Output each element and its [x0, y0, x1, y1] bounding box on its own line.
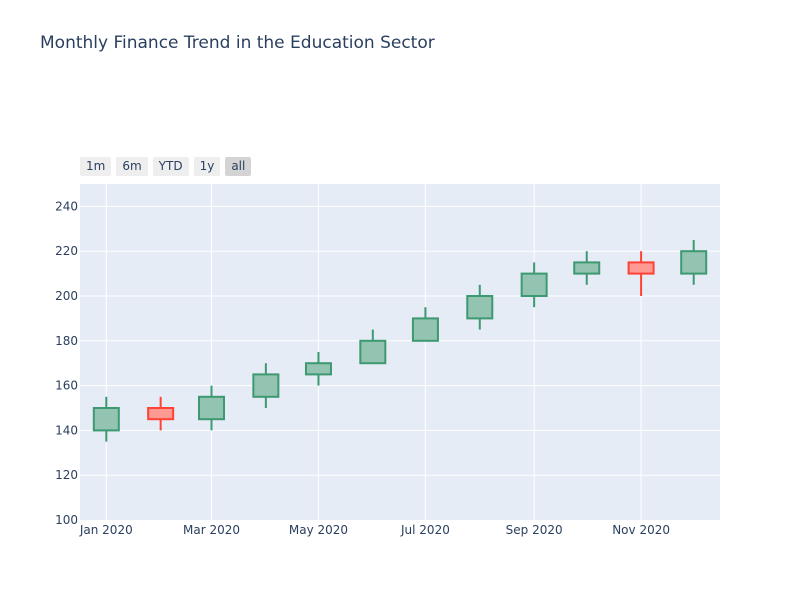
x-tick-label: Jan 2020: [79, 523, 133, 537]
candle: [92, 396, 120, 442]
candle-body: [198, 395, 226, 421]
y-tick-label: 140: [55, 423, 78, 437]
candle: [520, 262, 548, 308]
candle: [411, 307, 439, 342]
y-tick-label: 160: [55, 379, 78, 393]
x-axis-ticks: Jan 2020 Mar 2020 May 2020 Jul 2020 Sep 2020…: [79, 523, 670, 537]
candle: [304, 352, 332, 386]
candle: [359, 329, 387, 365]
x-tick-label: Mar 2020: [183, 523, 240, 537]
range-button-ytd[interactable]: YTD: [152, 157, 189, 176]
candle-body: [466, 295, 494, 320]
candle: [627, 251, 655, 296]
x-tick-label: Sep 2020: [506, 523, 563, 537]
candle-body: [147, 407, 175, 421]
plot-area: [80, 184, 720, 520]
candle-body: [252, 373, 280, 398]
range-button-1m[interactable]: 1m: [80, 157, 112, 176]
range-selector: 1m 6m YTD 1y all: [80, 157, 252, 176]
candle: [680, 240, 708, 285]
candle-body: [627, 261, 655, 275]
x-tick-label: May 2020: [289, 523, 348, 537]
y-tick-label: 120: [55, 468, 78, 482]
chart-title: Monthly Finance Trend in the Education S…: [40, 33, 435, 53]
y-tick-label: 180: [55, 334, 78, 348]
y-tick-label: 240: [55, 199, 78, 213]
candle: [252, 363, 280, 408]
candle: [198, 385, 226, 431]
grid-lines: [80, 184, 720, 520]
y-axis-ticks: 100 120 140 160 180 200 220 240: [55, 199, 78, 527]
range-button-1y[interactable]: 1y: [193, 157, 221, 176]
range-button-6m[interactable]: 6m: [116, 157, 148, 176]
candles: [92, 240, 708, 442]
x-tick-label: Nov 2020: [612, 523, 670, 537]
candle-body: [520, 272, 548, 298]
candle: [573, 251, 601, 285]
candle-body: [411, 317, 439, 342]
range-button-all[interactable]: all: [225, 157, 252, 176]
candle-body: [680, 250, 708, 275]
candle: [147, 396, 175, 431]
y-tick-label: 220: [55, 244, 78, 258]
candle-body: [359, 339, 387, 365]
y-tick-label: 100: [55, 513, 78, 527]
y-tick-label: 200: [55, 289, 78, 303]
candle-body: [304, 362, 332, 376]
candle-body: [92, 407, 120, 432]
candle: [466, 284, 494, 330]
candle-body: [573, 261, 601, 275]
x-tick-label: Jul 2020: [400, 523, 450, 537]
